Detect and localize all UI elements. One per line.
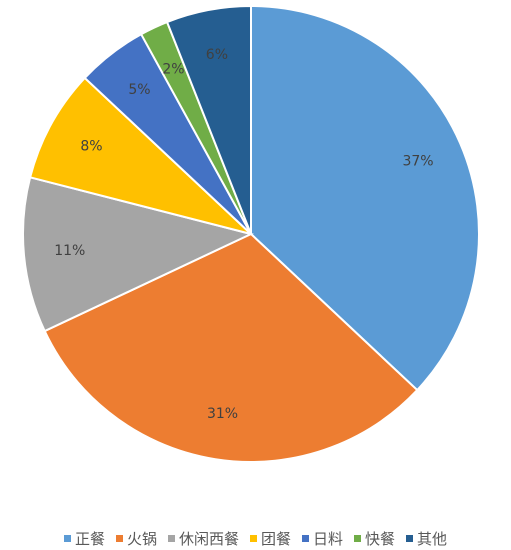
legend-swatch-icon	[406, 534, 414, 542]
legend-label: 正餐	[74, 529, 105, 548]
legend-swatch-icon	[249, 534, 257, 542]
pie-data-label-4: 8%	[80, 138, 102, 154]
legend-label: 快餐	[365, 529, 396, 548]
chart-legend: 正餐 火锅 休闲西餐 团餐 日料 快餐 其他	[0, 527, 511, 549]
legend-label: 日料	[313, 529, 344, 548]
pie-slice-4	[28, 76, 252, 235]
legend-swatch-icon	[354, 534, 362, 542]
pie-data-label-6: 2%	[162, 61, 184, 77]
legend-item-3: 休闲西餐	[167, 528, 239, 549]
pie-chart-plot: 37% 31% 11% 8% 5% 2% 6%	[22, 4, 480, 463]
legend-swatch-icon	[302, 534, 309, 542]
legend-swatch-icon	[63, 534, 71, 542]
pie-data-labels: 37% 31% 11% 8% 5% 2% 6%	[54, 47, 433, 422]
pie-slice-7	[165, 4, 252, 235]
legend-item-5: 日料	[302, 528, 343, 549]
pie-data-label-1: 37%	[402, 154, 433, 170]
legend-label: 火锅	[126, 529, 157, 548]
pie-data-label-5: 5%	[128, 82, 150, 98]
legend-swatch-icon	[115, 534, 123, 542]
legend-label: 团餐	[260, 529, 291, 548]
legend-item-7: 其他	[406, 528, 447, 549]
pie-data-label-3: 11%	[54, 243, 85, 259]
pie-slices	[22, 4, 480, 463]
legend-item-1: 正餐	[63, 528, 105, 549]
legend-item-4: 团餐	[249, 528, 291, 549]
pie-slice-1	[250, 4, 480, 392]
pie-data-label-7: 6%	[206, 47, 228, 63]
legend-label: 其他	[417, 529, 448, 548]
pie-slice-2	[43, 232, 419, 463]
pie-data-label-2: 31%	[207, 406, 238, 422]
legend-item-2: 火锅	[115, 528, 157, 549]
legend-label: 休闲西餐	[178, 529, 239, 548]
pie-slice-3	[22, 176, 254, 333]
legend-item-6: 快餐	[354, 528, 395, 549]
legend-swatch-icon	[167, 534, 175, 542]
